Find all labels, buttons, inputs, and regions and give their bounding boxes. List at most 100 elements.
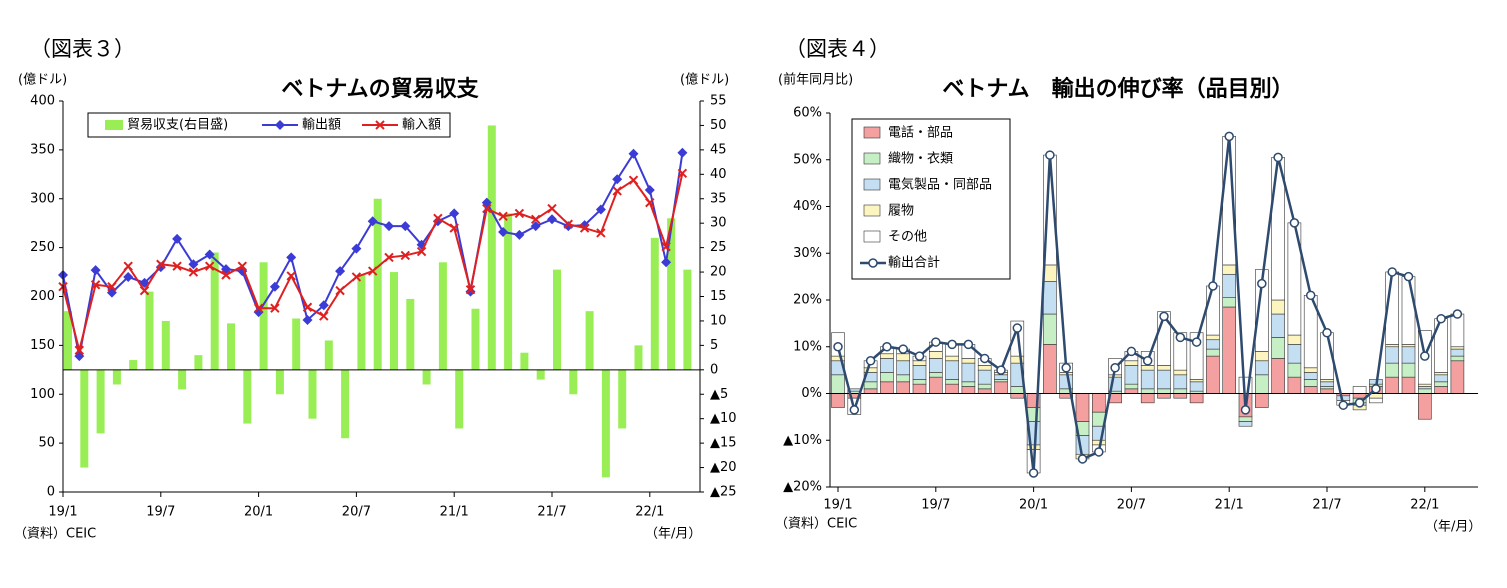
bar-segment: [928, 358, 943, 373]
bar-segment: [831, 393, 845, 408]
bar-segment: [1255, 269, 1269, 352]
marker: [563, 221, 574, 232]
marker: [628, 175, 639, 185]
bar-segment: [1401, 344, 1416, 348]
bar: [64, 311, 72, 370]
bar-segment: [1157, 365, 1171, 371]
bar-segment: [1206, 339, 1220, 350]
y-axis-label: (億ドル): [18, 72, 67, 88]
legend-swatch: [863, 152, 881, 165]
bar-segment: [896, 360, 911, 376]
y2-tick-label: 5: [710, 338, 718, 353]
bar-segment: [1189, 381, 1204, 392]
bar-segment: [1450, 355, 1465, 362]
marker: [465, 284, 476, 295]
marker: [221, 270, 231, 280]
y2-tick-label: 25: [710, 240, 727, 255]
bar-segment: [1092, 439, 1106, 446]
bar-segment: [1043, 280, 1057, 315]
bar-segment: [1434, 386, 1448, 394]
marker: [530, 221, 541, 232]
bar: [601, 369, 610, 478]
bar-segment: [1157, 388, 1171, 394]
marker: [367, 266, 378, 276]
bar-segment: [1206, 334, 1220, 341]
x-tick-label: 21/1: [440, 505, 469, 520]
marker: [865, 356, 876, 366]
bar-segment: [896, 374, 911, 383]
bar-segment: [1157, 393, 1171, 399]
marker: [661, 257, 672, 268]
bar: [553, 269, 561, 370]
marker: [139, 285, 150, 296]
marker: [1322, 327, 1332, 338]
marker: [1338, 400, 1349, 410]
marker: [898, 344, 908, 354]
y-tick-label: 50%: [793, 152, 822, 167]
bar-segment: [1238, 421, 1253, 427]
marker: [579, 223, 590, 233]
bar-segment: [1124, 360, 1139, 366]
bar-segment: [1450, 360, 1465, 394]
bar-segment: [1320, 388, 1334, 394]
marker: [1077, 454, 1088, 464]
bar-segment: [1401, 362, 1416, 378]
y-tick-label: 50: [38, 436, 55, 451]
marker: [172, 233, 183, 244]
bar-segment: [1222, 297, 1236, 308]
bar-segment: [1108, 374, 1122, 378]
x-tick-label: 21/7: [1312, 498, 1341, 513]
bar-segment: [863, 388, 878, 394]
chart-title: ベトナム 輸出の伸び率（品目別）: [942, 76, 1293, 102]
y2-tick-label: 50: [710, 118, 727, 133]
bar-segment: [1434, 374, 1448, 383]
bar: [341, 369, 350, 439]
marker: [1305, 290, 1316, 301]
bar: [210, 252, 219, 370]
legend-swatch: [105, 120, 123, 130]
bar-segment: [1271, 313, 1285, 338]
y-tick-label: 400: [30, 94, 55, 109]
y2-tick-label: 55: [710, 94, 727, 109]
bar: [520, 352, 529, 370]
bar-segment: [880, 372, 894, 383]
bar-segment: [1255, 393, 1269, 408]
bar-segment: [896, 353, 911, 362]
marker: [74, 345, 85, 355]
marker: [645, 197, 655, 208]
y2-tick-label: 10: [710, 313, 727, 328]
marker: [188, 267, 199, 277]
y2-tick-label: ▲25: [710, 485, 737, 500]
bar: [145, 291, 154, 370]
y-tick-label: 20%: [793, 293, 822, 308]
bar-segment: [1206, 348, 1220, 357]
bar-segment: [1173, 388, 1188, 394]
marker: [1175, 332, 1186, 343]
marker: [661, 241, 671, 252]
marker: [1028, 468, 1039, 478]
bar-segment: [1222, 273, 1236, 298]
bar-segment: [1450, 348, 1465, 357]
bar-segment: [1320, 386, 1334, 390]
bar: [487, 125, 496, 370]
marker: [318, 300, 329, 311]
marker: [375, 120, 385, 130]
chart-title: ベトナムの貿易収支: [281, 77, 479, 102]
bar-segment: [1303, 367, 1318, 373]
bar: [569, 369, 578, 395]
y-tick-label: 150: [30, 338, 55, 353]
marker: [302, 302, 313, 312]
marker: [563, 219, 574, 229]
y-tick-label: 0: [47, 485, 55, 500]
y-tick-label: 10%: [793, 339, 822, 354]
bar-segment: [1140, 369, 1155, 390]
bar: [96, 369, 105, 434]
bar-segment: [880, 353, 894, 359]
marker: [1208, 281, 1218, 291]
bar-segment: [961, 386, 976, 394]
bar-segment: [1026, 407, 1041, 422]
marker: [465, 286, 476, 297]
y-tick-label: ▲10%: [783, 433, 822, 448]
bar-segment: [1140, 393, 1155, 404]
marker: [1159, 311, 1169, 322]
